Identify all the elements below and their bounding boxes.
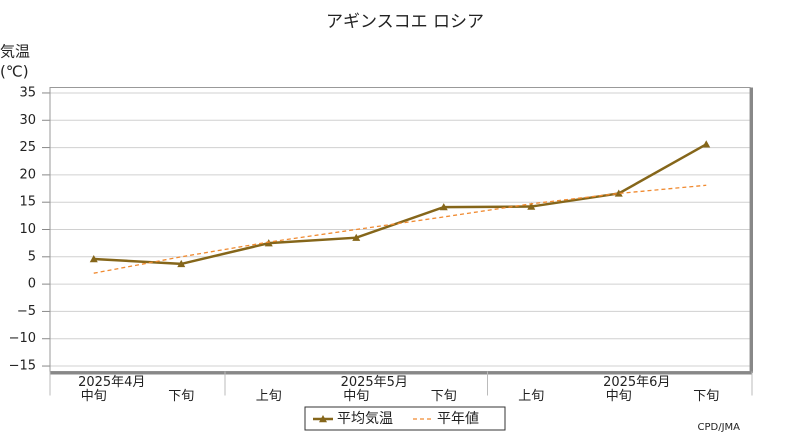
- x-tick-label: 上旬: [518, 389, 544, 404]
- x-group-label: 2025年4月: [78, 375, 145, 390]
- y-tick-label: −10: [9, 331, 36, 346]
- data-point: [177, 259, 186, 268]
- data-point: [352, 233, 361, 241]
- data-point: [439, 203, 448, 211]
- x-tick-label: 中旬: [343, 389, 369, 404]
- x-tick-label: 下旬: [168, 389, 194, 404]
- y-axis-label: 気温: [0, 43, 30, 61]
- legend-label: 平年値: [437, 411, 479, 427]
- x-tick-label: 中旬: [606, 389, 632, 404]
- legend-box: [304, 406, 506, 431]
- x-group-label: 2025年5月: [341, 375, 408, 390]
- credit: CPD/JMA: [698, 422, 741, 433]
- y-tick-label: 15: [19, 195, 36, 210]
- x-tick-label: 中旬: [81, 389, 107, 404]
- chart-title: アギンスコエ ロシア: [326, 12, 484, 32]
- y-tick-label: 30: [19, 113, 36, 128]
- y-tick-label: 5: [28, 249, 36, 264]
- legend-marker: [319, 415, 327, 423]
- x-tick-label: 下旬: [693, 389, 719, 404]
- x-group-label: 2025年6月: [603, 375, 670, 390]
- x-tick-label: 上旬: [256, 389, 282, 404]
- series-line: [93, 143, 707, 266]
- data-point: [702, 140, 711, 148]
- y-axis-label: (℃): [0, 63, 29, 81]
- y-tick-label: 35: [19, 85, 36, 100]
- x-tick-label: 下旬: [431, 389, 457, 404]
- y-tick-label: −5: [17, 304, 36, 319]
- y-tick-label: 20: [19, 167, 36, 182]
- legend-label: 平均気温: [337, 411, 393, 427]
- series-line: [93, 184, 707, 274]
- y-tick-label: 25: [19, 140, 36, 155]
- y-tick-label: 0: [28, 277, 36, 292]
- data-point: [527, 202, 536, 210]
- data-point: [264, 239, 273, 247]
- y-tick-label: −15: [9, 359, 36, 374]
- data-point: [89, 254, 98, 263]
- y-tick-label: 10: [19, 222, 36, 237]
- data-point: [614, 189, 623, 197]
